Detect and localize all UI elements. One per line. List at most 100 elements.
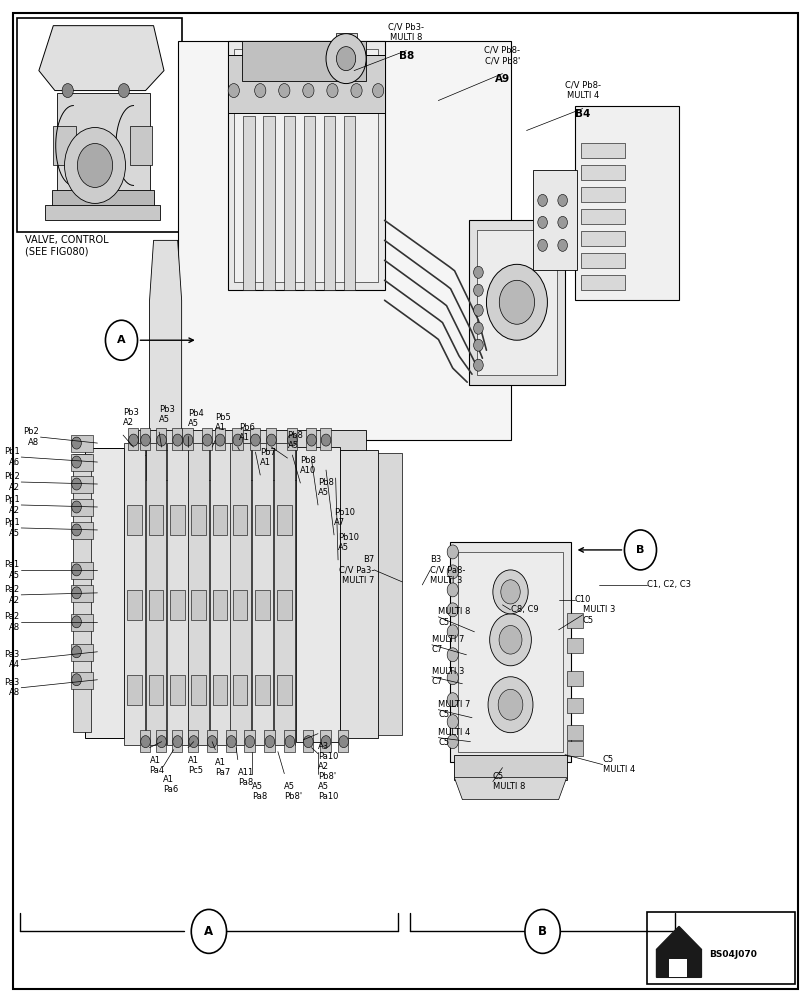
Bar (232, 428, 242, 450)
Bar (210, 443, 230, 745)
Bar (191, 675, 206, 705)
Bar (127, 590, 141, 620)
Circle shape (157, 736, 166, 748)
Circle shape (303, 84, 314, 98)
Bar (213, 590, 227, 620)
Circle shape (226, 736, 236, 748)
Bar (321, 428, 330, 450)
Circle shape (78, 143, 112, 187)
Bar (477, 230, 557, 375)
Bar (145, 450, 358, 480)
Circle shape (625, 530, 657, 570)
Circle shape (447, 545, 458, 559)
Bar (284, 116, 295, 290)
Bar (255, 505, 270, 535)
Bar (255, 675, 270, 705)
Bar (581, 165, 625, 180)
Bar (264, 730, 275, 752)
Text: A5
Pa8: A5 Pa8 (252, 782, 267, 801)
Bar (213, 505, 227, 535)
Circle shape (447, 565, 458, 579)
Bar (574, 106, 679, 300)
Text: A: A (204, 925, 213, 938)
Text: Pb7
A1: Pb7 A1 (260, 448, 276, 467)
Text: Pb8
A5: Pb8 A5 (318, 478, 334, 497)
Circle shape (447, 693, 458, 707)
Bar (581, 253, 625, 268)
Bar (71, 499, 94, 516)
Bar (339, 450, 378, 738)
Circle shape (558, 194, 567, 206)
Bar (191, 590, 206, 620)
Circle shape (72, 616, 82, 628)
Text: A9: A9 (495, 74, 510, 84)
Text: Pb3
A2: Pb3 A2 (123, 408, 139, 427)
Bar (244, 730, 255, 752)
Circle shape (191, 909, 226, 953)
Bar (229, 443, 250, 745)
Text: MULTI 3
C7: MULTI 3 C7 (432, 667, 465, 686)
Bar (71, 614, 94, 631)
Text: C1, C2, C3: C1, C2, C3 (647, 580, 691, 589)
Text: A1
Pa4: A1 Pa4 (149, 756, 165, 775)
Circle shape (339, 736, 348, 748)
Bar (321, 730, 330, 752)
Circle shape (447, 583, 458, 597)
Text: MULTI 3
C5: MULTI 3 C5 (583, 605, 615, 625)
Bar (74, 454, 91, 732)
Bar (233, 675, 247, 705)
Circle shape (233, 434, 242, 446)
Bar (306, 428, 317, 450)
Bar (202, 428, 213, 450)
Bar (170, 675, 185, 705)
Text: Pa1
A5: Pa1 A5 (5, 560, 19, 580)
Bar (17, 18, 182, 232)
Text: Pb5
A1: Pb5 A1 (215, 413, 231, 432)
Circle shape (141, 736, 150, 748)
Text: B: B (538, 925, 547, 938)
Text: MULTI 4
C5: MULTI 4 C5 (438, 728, 470, 747)
Circle shape (326, 34, 366, 84)
Text: A2
Pb8': A2 Pb8' (318, 762, 336, 781)
Text: A5
Pa10: A5 Pa10 (318, 782, 339, 801)
Bar (581, 275, 625, 290)
Text: Pa3
A8: Pa3 A8 (4, 678, 19, 697)
Bar (71, 522, 94, 539)
Circle shape (72, 478, 82, 490)
Bar (183, 428, 193, 450)
Circle shape (558, 239, 567, 251)
Circle shape (245, 736, 255, 748)
Bar (156, 428, 166, 450)
Text: C/V Pb8-
C/V Pb8': C/V Pb8- C/V Pb8' (485, 46, 520, 65)
Bar (266, 428, 276, 450)
Circle shape (447, 603, 458, 617)
Bar (129, 126, 152, 165)
Bar (255, 590, 270, 620)
Circle shape (525, 909, 560, 953)
Circle shape (322, 434, 330, 446)
Circle shape (72, 564, 82, 576)
Circle shape (372, 84, 384, 98)
Text: A3
Pa10: A3 Pa10 (318, 742, 339, 761)
Circle shape (65, 128, 125, 203)
Bar (647, 912, 795, 984)
Circle shape (173, 434, 183, 446)
Circle shape (447, 648, 458, 662)
Circle shape (473, 359, 483, 371)
Polygon shape (454, 778, 566, 800)
Bar (335, 33, 356, 55)
Bar (234, 49, 378, 282)
Text: B: B (636, 545, 645, 555)
Text: C5
MULTI 4: C5 MULTI 4 (603, 755, 635, 774)
Circle shape (215, 434, 225, 446)
Circle shape (499, 626, 522, 654)
Circle shape (72, 646, 82, 658)
Bar (458, 552, 562, 752)
Circle shape (322, 736, 330, 748)
Bar (252, 443, 273, 745)
Circle shape (493, 570, 528, 614)
Bar (287, 428, 297, 450)
Circle shape (488, 677, 533, 733)
Circle shape (72, 501, 82, 513)
Circle shape (447, 735, 458, 749)
